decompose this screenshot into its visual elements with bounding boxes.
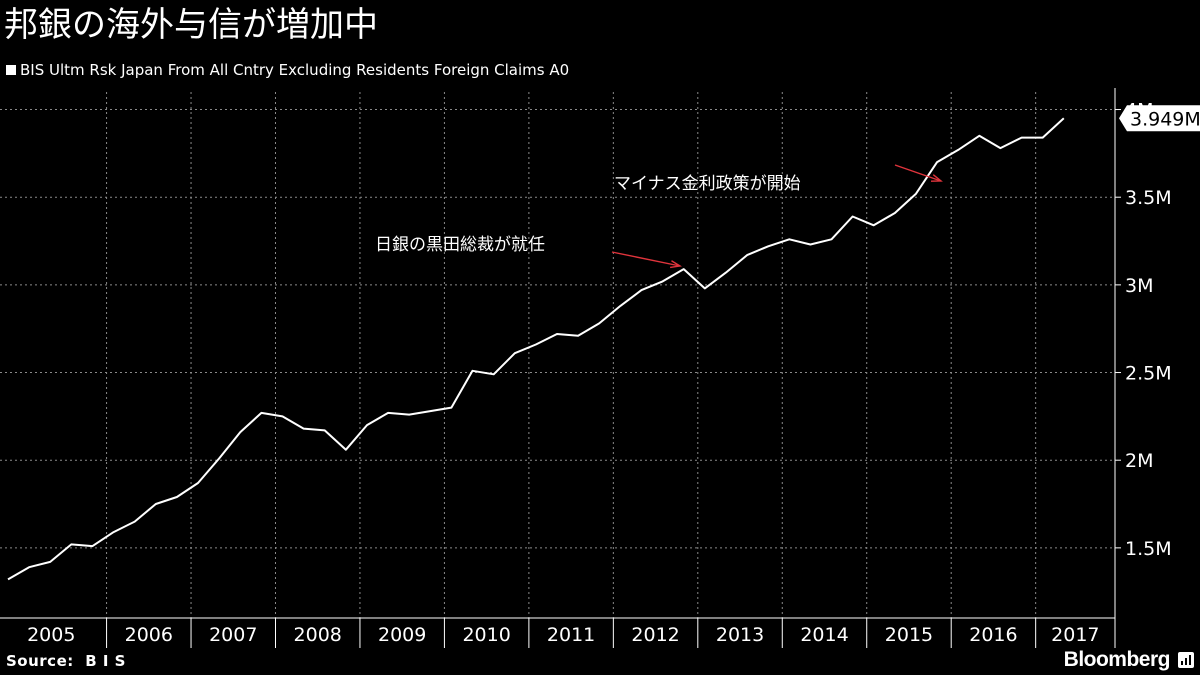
x-tick-label: 2015 <box>885 624 933 646</box>
x-tick-label: 2016 <box>969 624 1017 646</box>
x-tick-label: 2013 <box>716 624 764 646</box>
series-layer <box>7 117 1065 581</box>
y-tick-label: 3M <box>1125 275 1153 297</box>
legend: BIS Ultm Rsk Japan From All Cntry Exclud… <box>6 60 569 80</box>
legend-label: BIS Ultm Rsk Japan From All Cntry Exclud… <box>20 61 570 79</box>
x-tick-label: 2017 <box>1051 624 1099 646</box>
annotation-arrow <box>894 164 942 182</box>
y-tick-label: 2M <box>1125 450 1153 472</box>
x-tick-label: 2005 <box>27 624 75 646</box>
last-value-callout <box>1119 105 1200 132</box>
annotations-layer: 日銀の黒田総裁が就任 マイナス金利政策が開始 <box>375 164 943 269</box>
x-tick-labels: 2005 2006 2007 2008 2009 2010 2011 2012 2013 2014… <box>27 624 1099 646</box>
series-line <box>7 117 1065 581</box>
x-tick-label: 2010 <box>462 624 510 646</box>
annotation-arrowhead <box>670 260 682 269</box>
y-tick-label: 2.5M <box>1125 363 1172 385</box>
x-tick-label: 2011 <box>547 624 595 646</box>
y-tick-label: 1.5M <box>1125 538 1172 560</box>
annotation-label: 日銀の黒田総裁が就任 <box>375 235 545 255</box>
annotation-arrow <box>611 251 681 267</box>
y-gridlines <box>0 109 1121 549</box>
legend-swatch <box>6 65 16 75</box>
page-title: 邦銀の海外与信が増加中 <box>4 5 378 45</box>
annotation-label: マイナス金利政策が開始 <box>614 174 801 194</box>
last-value-callout-group: 3.949M <box>1119 105 1200 132</box>
x-gridlines <box>106 92 1037 648</box>
x-tick-label: 2012 <box>631 624 679 646</box>
bloomberg-terminal-icon <box>1178 652 1194 668</box>
source-note: Source: B I S <box>6 652 126 670</box>
annotation-arrowhead <box>930 174 943 182</box>
y-tick-label: 3.5M <box>1125 187 1172 209</box>
x-tick-label: 2006 <box>125 624 173 646</box>
brand-logo: Bloomberg <box>1063 648 1171 671</box>
axes <box>0 88 1116 648</box>
x-tick-label: 2007 <box>209 624 257 646</box>
x-tick-label: 2014 <box>800 624 848 646</box>
last-value-label: 3.949M <box>1130 108 1200 130</box>
x-tick-label: 2009 <box>378 624 426 646</box>
x-tick-label: 2008 <box>294 624 342 646</box>
